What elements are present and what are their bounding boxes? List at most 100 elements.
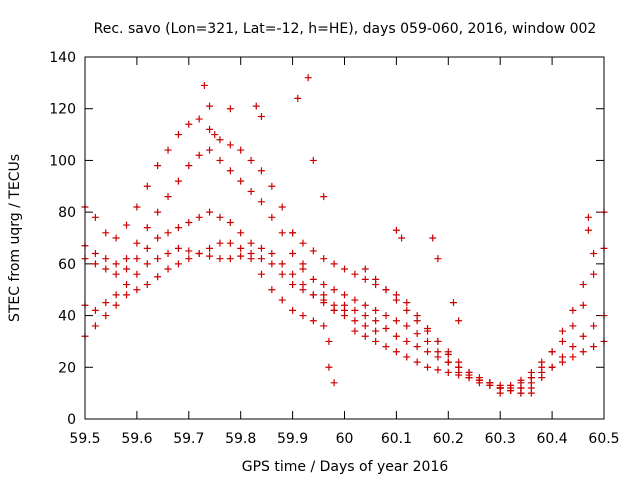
y-tick-label: 0 — [67, 412, 76, 428]
x-tick-label: 60.5 — [588, 431, 619, 447]
data-point — [206, 146, 214, 154]
data-point — [185, 247, 193, 255]
x-tick-label: 60.1 — [381, 431, 412, 447]
data-point — [455, 358, 463, 366]
data-point — [382, 343, 390, 351]
data-point — [195, 250, 203, 258]
data-point — [102, 265, 110, 273]
data-point — [154, 273, 162, 281]
data-point — [185, 162, 193, 170]
data-point — [320, 322, 328, 330]
data-point — [226, 167, 234, 175]
plot-frame — [84, 56, 605, 420]
data-point — [372, 317, 380, 325]
data-point — [330, 306, 338, 314]
data-point — [455, 371, 463, 379]
x-tick-label: 59.6 — [121, 431, 152, 447]
data-point — [195, 151, 203, 159]
data-point — [309, 275, 317, 283]
data-point — [590, 322, 598, 330]
data-point — [206, 102, 214, 110]
data-point — [320, 299, 328, 307]
data-point — [268, 213, 276, 221]
data-point — [226, 105, 234, 113]
data-point — [330, 260, 338, 268]
data-point — [330, 286, 338, 294]
data-point — [434, 255, 442, 263]
data-point — [185, 218, 193, 226]
x-tick-label: 59.7 — [173, 431, 204, 447]
data-point — [299, 265, 307, 273]
data-point — [299, 239, 307, 247]
data-point — [268, 260, 276, 268]
data-point — [216, 213, 224, 221]
data-point — [569, 306, 577, 314]
data-point — [424, 337, 432, 345]
data-point — [579, 281, 587, 289]
data-point — [211, 131, 219, 139]
data-point — [123, 221, 131, 229]
data-point — [341, 312, 348, 320]
data-point — [403, 322, 411, 330]
data-point — [216, 255, 224, 263]
data-point — [320, 255, 328, 263]
data-point — [392, 348, 400, 356]
data-point — [444, 368, 452, 376]
data-point — [143, 281, 151, 289]
data-point — [226, 218, 234, 226]
data-point — [102, 299, 110, 307]
x-tick-label: 59.5 — [69, 431, 100, 447]
data-point — [237, 244, 245, 252]
data-point — [247, 187, 255, 195]
data-point — [465, 368, 473, 376]
x-tick-label: 59.8 — [225, 431, 256, 447]
data-point — [247, 255, 255, 263]
x-tick-label: 60.4 — [537, 431, 568, 447]
data-point — [278, 260, 286, 268]
data-point — [372, 327, 380, 335]
x-axis-ticks: 59.5 59.6 59.7 59.8 59.9 60 60.1 60.2 60.3 60.4 60… — [69, 57, 620, 447]
data-point — [372, 306, 380, 314]
data-point — [548, 348, 556, 356]
data-point — [278, 203, 286, 211]
data-point — [558, 358, 566, 366]
data-point — [590, 250, 598, 258]
data-point — [351, 327, 359, 335]
data-point — [590, 270, 598, 278]
data-point — [392, 332, 400, 340]
data-point — [403, 306, 411, 314]
data-point — [133, 203, 141, 211]
data-point — [434, 353, 442, 361]
data-point — [164, 193, 172, 201]
y-tick-label: 40 — [58, 309, 76, 325]
data-point — [257, 167, 265, 175]
data-point — [112, 234, 120, 242]
data-point — [252, 102, 260, 110]
data-point — [206, 125, 214, 133]
data-point — [143, 244, 151, 252]
data-point — [330, 379, 338, 387]
data-point — [496, 384, 504, 392]
data-point — [91, 260, 99, 268]
data-point — [174, 224, 182, 232]
data-point — [361, 332, 369, 340]
data-point — [325, 363, 333, 371]
data-point — [174, 244, 182, 252]
data-point — [320, 281, 328, 289]
data-point — [91, 250, 99, 258]
data-point — [174, 260, 182, 268]
data-point — [133, 270, 141, 278]
data-point — [320, 193, 328, 201]
data-point — [123, 255, 131, 263]
data-point — [507, 381, 515, 389]
data-point — [309, 291, 317, 299]
data-point — [361, 322, 369, 330]
data-point — [361, 312, 369, 320]
data-point — [382, 325, 390, 332]
data-point — [226, 141, 234, 149]
data-point — [372, 275, 380, 283]
data-point — [154, 208, 162, 216]
x-tick-label: 59.9 — [277, 431, 308, 447]
data-point — [102, 229, 110, 237]
